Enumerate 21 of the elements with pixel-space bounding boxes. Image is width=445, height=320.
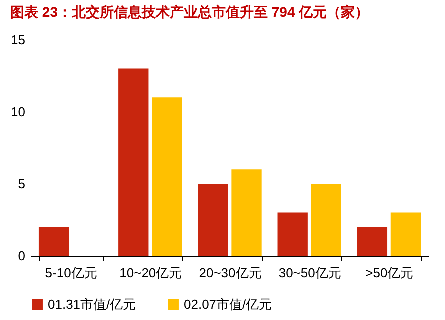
y-tick-label: 0	[18, 248, 26, 264]
bar	[357, 227, 388, 256]
y-tick-label: 5	[18, 176, 26, 192]
bar	[390, 212, 422, 256]
bar	[278, 212, 308, 256]
x-tick-label: 20~30亿元	[199, 266, 262, 280]
legend-label: 02.07市值/亿元	[184, 296, 272, 312]
x-tick-label: 5-10亿元	[45, 266, 98, 280]
x-tick-label: 10~20亿元	[120, 266, 182, 280]
bar	[311, 184, 342, 256]
bar	[118, 68, 149, 256]
chart-title: 图表 23：北交所信息技术产业总市值升至 794 亿元（家）	[10, 4, 370, 20]
legend-label: 01.31市值/亿元	[48, 296, 136, 312]
y-tick-label: 15	[11, 32, 26, 48]
bar	[198, 184, 228, 256]
x-tick-label: >50亿元	[366, 266, 414, 280]
bar	[152, 98, 182, 256]
y-tick-label: 10	[11, 104, 26, 120]
bar	[38, 227, 70, 256]
bar	[232, 170, 262, 256]
x-tick-label: 30~50亿元	[278, 266, 342, 280]
